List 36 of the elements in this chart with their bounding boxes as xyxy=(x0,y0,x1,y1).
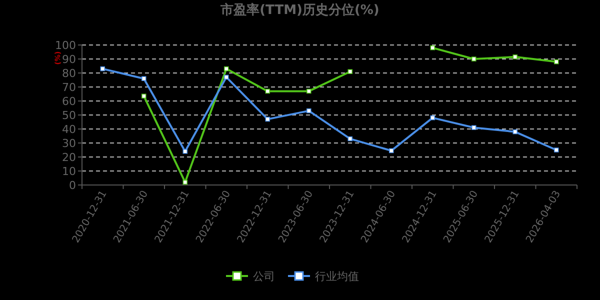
y-tick-label: 90 xyxy=(62,53,76,66)
chart-title: 市盈率(TTM)历史分位(%) xyxy=(220,2,380,18)
y-tick-label: 80 xyxy=(62,67,76,80)
y-tick-label: 50 xyxy=(62,109,76,122)
y-tick-label: 60 xyxy=(62,95,76,108)
point xyxy=(554,148,559,152)
point xyxy=(224,74,229,80)
point xyxy=(141,94,146,98)
point xyxy=(265,88,270,94)
point xyxy=(348,69,353,74)
point xyxy=(554,59,559,64)
point xyxy=(265,116,270,122)
legend-label: 公司 xyxy=(253,270,275,283)
point xyxy=(141,76,146,81)
point xyxy=(430,115,436,120)
y-tick-label: 40 xyxy=(62,123,76,136)
point xyxy=(306,88,312,94)
point xyxy=(512,54,518,60)
point xyxy=(306,108,312,114)
point xyxy=(182,180,188,185)
point xyxy=(224,66,229,72)
point xyxy=(100,66,106,72)
point xyxy=(512,129,518,134)
y-tick-label: 0 xyxy=(69,179,76,192)
point xyxy=(471,125,476,130)
legend-label: 行业均值 xyxy=(315,270,359,283)
point xyxy=(388,148,394,154)
y-tick-label: 10 xyxy=(62,165,76,178)
point xyxy=(348,136,353,142)
point xyxy=(182,149,188,154)
point xyxy=(430,45,436,50)
y-tick-label: 30 xyxy=(62,137,76,150)
y-tick-label: 20 xyxy=(62,151,76,164)
point xyxy=(471,56,476,62)
y-tick-label: 100 xyxy=(55,39,76,52)
y-tick-label: 70 xyxy=(62,81,76,94)
